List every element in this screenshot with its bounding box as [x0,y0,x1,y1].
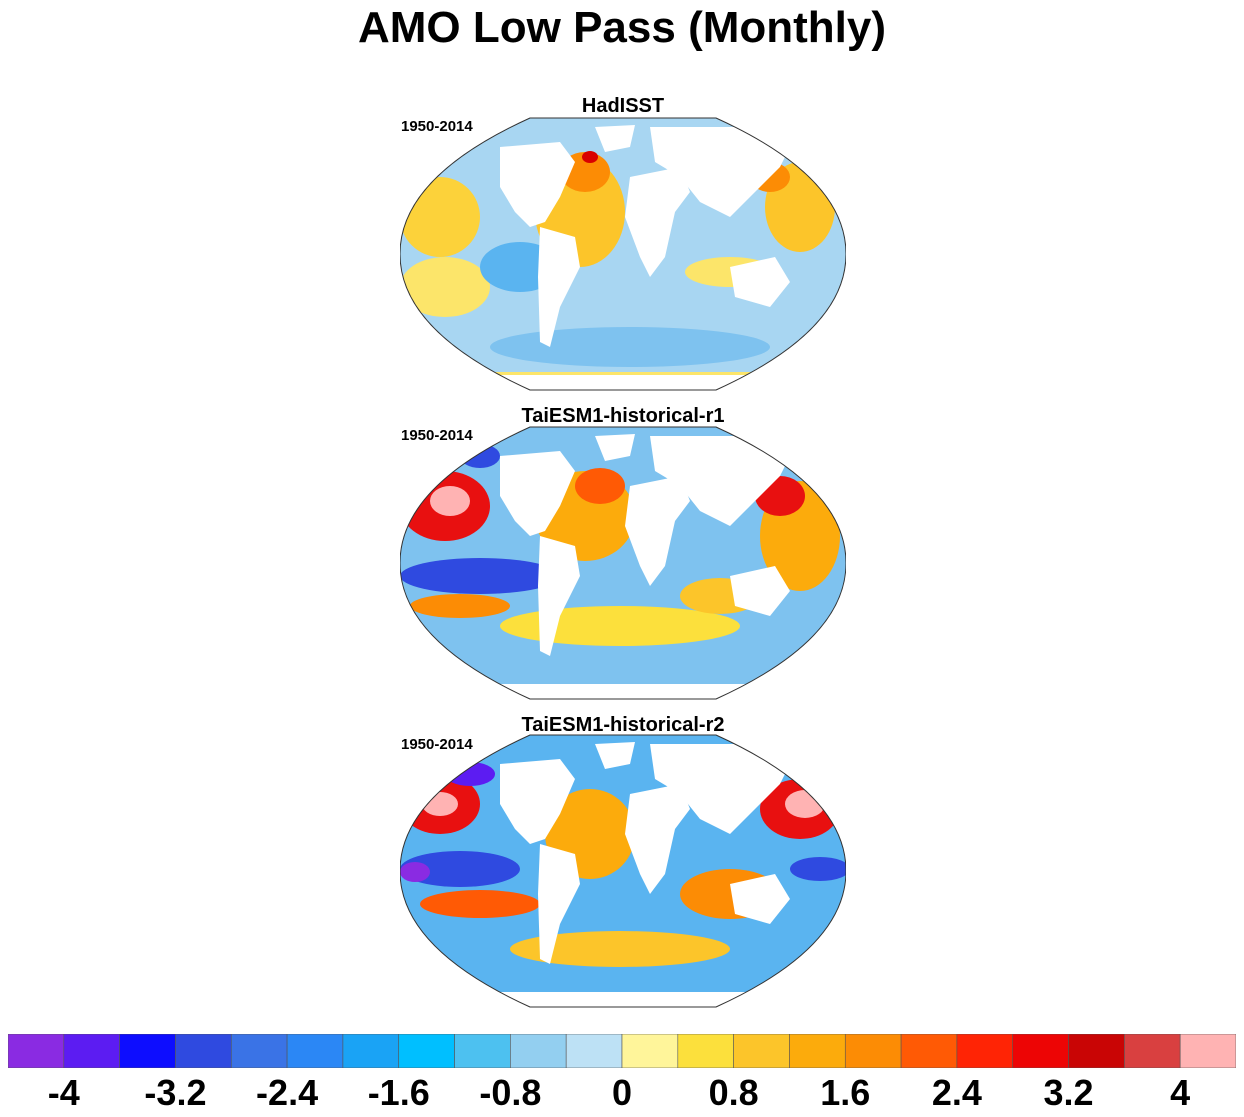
colorbar-swatch [510,1034,567,1068]
colorbar-tick-label: 0.8 [708,1072,759,1113]
colorbar-swatch [565,1034,623,1068]
colorbar-swatch [398,1034,455,1068]
colorbar-swatch [1124,1034,1181,1068]
colorbar-tick-label: -2.4 [256,1072,319,1113]
colorbar-swatch [63,1034,120,1068]
colorbar-swatch [286,1034,344,1068]
map-panel-r1 [400,426,846,700]
colorbar-tick-label: 2.4 [931,1072,982,1113]
colorbar-swatch [733,1034,790,1068]
colorbar-swatch [789,1034,846,1068]
colorbar-tick-label: 3.2 [1043,1072,1094,1113]
map-panel-hadisst [400,117,846,391]
colorbar-swatch [844,1034,902,1068]
colorbar-tick-label: -0.8 [479,1072,542,1113]
panel-title-hadisst: HadISST [581,95,665,117]
colorbar-tick-label: 0 [611,1072,633,1113]
colorbar-swatch [8,1034,65,1068]
colorbar-swatch [1179,1034,1236,1068]
map-panel-r2 [400,734,846,1008]
colorbar-swatch [1068,1034,1125,1068]
colorbar-swatch [900,1034,958,1068]
colorbar-swatch [956,1034,1014,1068]
colorbar-tick-label: 4 [1170,1072,1191,1113]
panel-title-r1: TaiESM1-historical-r1 [521,405,725,427]
colorbar-swatch [1012,1034,1069,1068]
colorbar-tick-label: -3.2 [144,1072,207,1113]
colorbar-swatch [119,1034,176,1068]
colorbar-tick-label: -4 [47,1072,80,1113]
period-label-hadisst: 1950-2014 [401,118,473,135]
colorbar-swatch [230,1034,288,1068]
figure-title: AMO Low Pass (Monthly) [358,3,886,52]
period-label-r2: 1950-2014 [401,736,473,753]
colorbar [8,1034,1236,1068]
colorbar-swatch [677,1034,734,1068]
colorbar-swatch [175,1034,232,1068]
colorbar-swatch [342,1034,400,1068]
colorbar-tick-label: -1.6 [367,1072,430,1113]
colorbar-swatch [454,1034,511,1068]
period-label-r1: 1950-2014 [401,427,473,444]
colorbar-tick-label: 1.6 [820,1072,871,1113]
colorbar-swatch [621,1034,679,1068]
panel-title-r2: TaiESM1-historical-r2 [521,714,725,736]
